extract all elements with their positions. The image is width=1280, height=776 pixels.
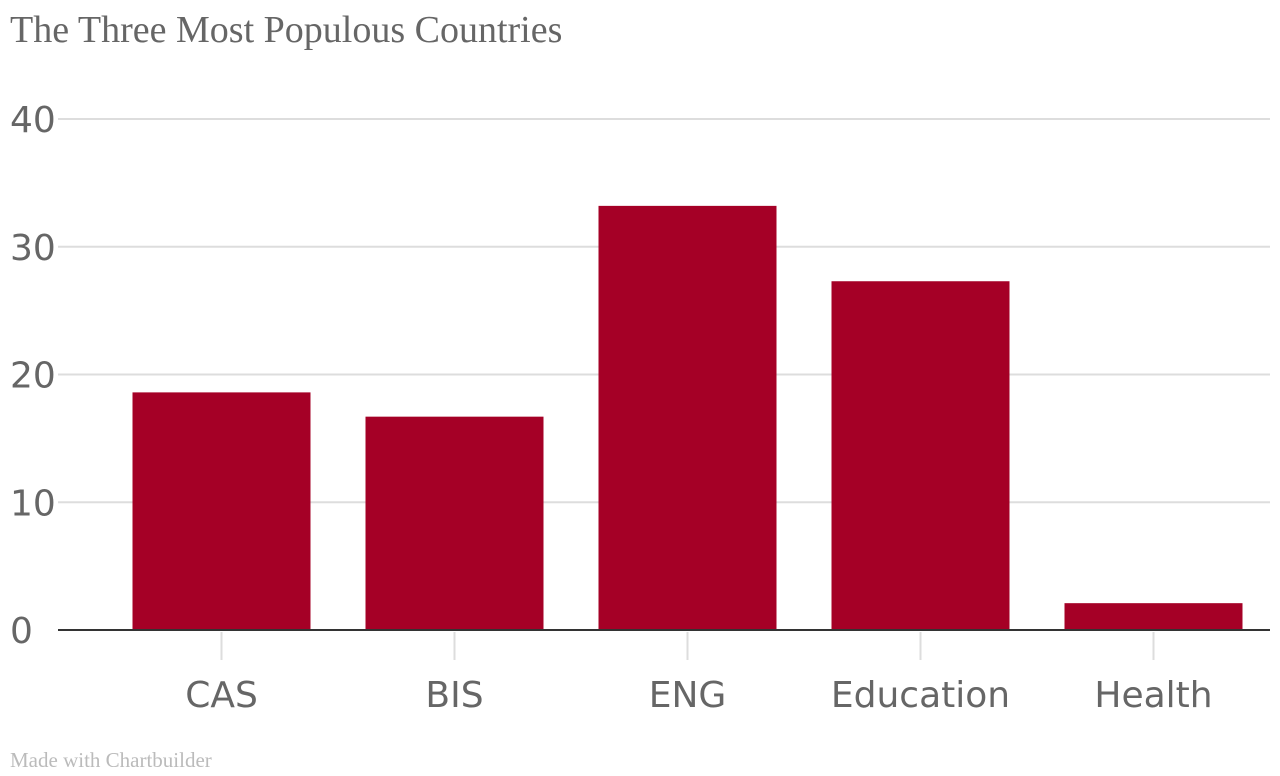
y-tick-label: 10 <box>10 483 56 524</box>
bar-cas <box>132 392 311 630</box>
x-tick-label: BIS <box>425 675 483 716</box>
x-tick-label: CAS <box>185 675 258 716</box>
bars <box>132 205 1243 630</box>
y-tick-label: 0 <box>10 611 33 652</box>
bar-health <box>1064 603 1243 630</box>
bar-education <box>831 281 1010 630</box>
x-tick-label: Health <box>1094 675 1212 716</box>
bar-bis <box>365 416 544 630</box>
y-axis-ticks: 0 10 20 30 40 <box>10 100 56 652</box>
bar-eng <box>598 205 777 630</box>
x-tick-label: Education <box>831 675 1010 716</box>
y-tick-label: 30 <box>10 228 56 269</box>
y-tick-label: 20 <box>10 356 56 397</box>
chartbuilder-credit: Made with Chartbuilder <box>10 748 212 772</box>
x-tick-label: ENG <box>649 675 727 716</box>
x-axis-ticks: CAS BIS ENG Education Health <box>185 632 1213 716</box>
chart-title: The Three Most Populous Countries <box>10 9 563 51</box>
y-tick-label: 40 <box>10 100 56 141</box>
